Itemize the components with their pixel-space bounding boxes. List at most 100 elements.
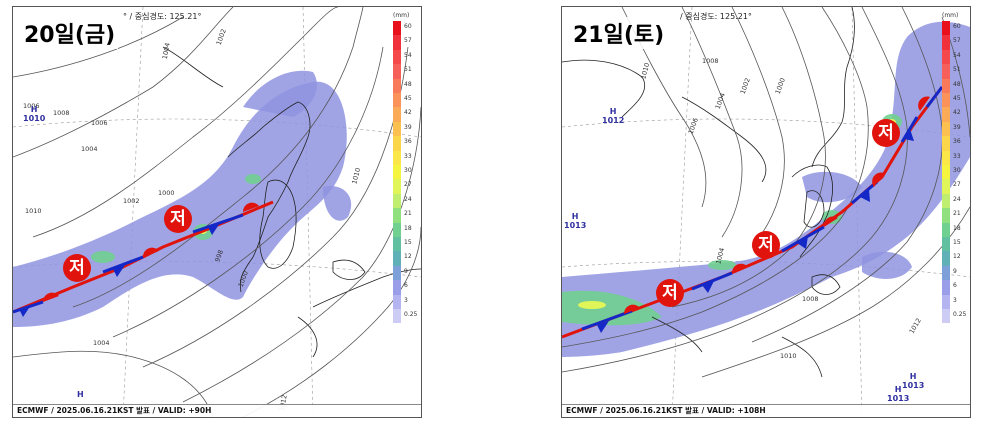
colorbar-swatch	[942, 165, 950, 180]
colorbar-swatch	[942, 49, 950, 65]
colorbar-tick: 57	[953, 37, 961, 45]
colorbar-swatch	[942, 222, 950, 237]
precip-area-day1	[13, 70, 352, 327]
colorbar-swatch	[393, 136, 401, 151]
colorbar-swatch	[942, 136, 950, 151]
colorbar-swatch	[393, 179, 401, 194]
model-info-footer: ECMWF / 2025.06.16.21KST 발표 / VALID: +90…	[13, 404, 421, 417]
colorbar-swatch	[942, 64, 950, 79]
colorbar-swatch	[393, 21, 401, 36]
colorbar-swatch	[393, 294, 401, 309]
colorbar-tick: 3	[953, 296, 957, 304]
colorbar-tick: 45	[953, 95, 961, 102]
colorbar-swatch	[942, 21, 950, 36]
colorbar-tick: 21	[404, 210, 412, 218]
stationary-front-day1	[13, 200, 274, 317]
colorbar-swatch	[393, 121, 401, 137]
colorbar-tick: 36	[953, 138, 961, 146]
colorbar-tick: 6	[953, 282, 957, 290]
colorbar-tick: 12	[404, 253, 412, 261]
colorbar-swatch	[942, 78, 950, 93]
colorbar-swatch	[393, 93, 401, 108]
colorbar-swatch	[393, 265, 401, 281]
isobar-label: 1004	[93, 339, 110, 347]
isobar-label: 1008	[802, 295, 819, 303]
colorbar-tick: 48	[404, 80, 412, 88]
colorbar-tick: 48	[953, 80, 961, 88]
low-pressure-marker: 저	[752, 231, 780, 259]
colorbar-swatch	[393, 193, 401, 209]
isobar-label: 1006	[23, 102, 40, 110]
day-title: 20일(금)	[21, 17, 119, 49]
colorbar-tick: 30	[953, 167, 961, 174]
colorbar-swatch	[393, 64, 401, 79]
high-pressure-marker: H 1013	[887, 385, 910, 403]
colorbar-swatch	[942, 309, 950, 324]
colorbar-tick: 18	[404, 224, 412, 232]
colorbar-swatch	[393, 150, 401, 165]
colorbar-swatch	[942, 179, 950, 194]
colorbar-tick: 21	[953, 210, 961, 218]
isobar-label: 1000	[158, 189, 175, 197]
colorbar-tick: 27	[404, 181, 412, 189]
coastline-day1	[162, 46, 421, 358]
colorbar-swatch	[942, 265, 950, 281]
colorbar-tick: 30	[404, 167, 412, 174]
low-pressure-marker: 저	[164, 205, 192, 233]
low-pressure-marker: 저	[656, 279, 684, 307]
high-pressure-marker: H 1012	[602, 107, 625, 125]
colorbar-tick: 39	[404, 123, 412, 131]
colorbar-tick: 60	[404, 23, 412, 30]
colorbar-tick: 60	[953, 23, 961, 30]
colorbar-tick: 45	[404, 95, 412, 102]
colorbar-tick: 15	[953, 239, 961, 246]
colorbar-tick: 42	[953, 109, 961, 117]
isobar-label: 1008	[702, 57, 719, 65]
low-pressure-marker: 저	[872, 119, 900, 147]
colorbar-swatch	[393, 165, 401, 180]
colorbar-unit: (mm)	[393, 12, 410, 19]
colorbar-swatch	[393, 107, 401, 122]
colorbar-tick: 9	[953, 267, 957, 275]
isobar-label: 1004	[81, 145, 98, 153]
colorbar-tick: 36	[404, 138, 412, 146]
colorbar-swatch	[393, 35, 401, 50]
colorbar-tick: 12	[953, 253, 961, 261]
high-pressure-marker: H 1013	[564, 212, 587, 230]
isobars-day2	[562, 7, 970, 378]
isobar-label: 1010	[25, 207, 42, 215]
colorbar-tick: 57	[404, 37, 412, 45]
colorbar-tick: 6	[404, 282, 408, 290]
colorbar-swatch	[942, 280, 950, 295]
colorbar-unit: (mm)	[942, 12, 959, 19]
colorbar-swatch	[393, 237, 401, 252]
isobar-label: 1008	[53, 109, 70, 117]
colorbar-tick: 42	[404, 109, 412, 117]
isobar-label: 1006	[91, 119, 108, 127]
colorbar-tick: 24	[953, 195, 961, 203]
colorbar-tick: 15	[404, 239, 412, 246]
colorbar-tick: 0.25	[953, 311, 967, 318]
colorbar-swatch	[942, 35, 950, 50]
colorbar-swatch	[942, 237, 950, 252]
colorbar-swatch	[942, 121, 950, 137]
map-panel-day1: 20일(금) ° / 중심경도: 125.21° 저 저 1004 1002 1…	[12, 6, 422, 418]
colorbar-tick: 27	[953, 181, 961, 189]
colorbar-tick: 9	[404, 267, 408, 275]
colorbar-swatch	[393, 309, 401, 324]
colorbar-tick: 24	[404, 195, 412, 203]
colorbar-swatch	[942, 93, 950, 108]
model-info-footer: ECMWF / 2025.06.16.21KST 발표 / VALID: +10…	[562, 404, 970, 417]
central-meridian: / 중심경도: 125.21°	[680, 12, 752, 21]
coastline-day2	[562, 7, 855, 378]
colorbar-swatch	[942, 150, 950, 165]
colorbar-swatch	[942, 193, 950, 209]
colorbar-swatch	[393, 222, 401, 237]
isobar-label: 1010	[780, 352, 797, 360]
map-panel-day2: 21일(토) / 중심경도: 125.21° 저 저 저 1010 1008 1…	[561, 6, 971, 418]
colorbar-swatch	[393, 208, 401, 223]
colorbar-swatch	[393, 280, 401, 295]
high-pressure-marker: H	[77, 390, 84, 399]
high-pressure-marker: H 1013	[902, 372, 925, 390]
colorbar-swatch	[942, 294, 950, 309]
